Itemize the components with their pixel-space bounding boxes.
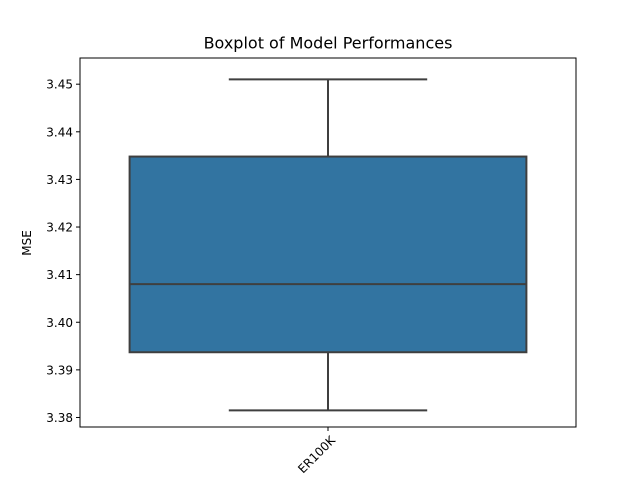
x-axis: ER100K	[295, 427, 339, 476]
y-tick-label: 3.43	[46, 173, 73, 187]
y-tick-label: 3.40	[46, 316, 73, 330]
y-axis: 3.38 3.39 3.40 3.41 3.42 3.43 3.44 3.45	[46, 78, 80, 425]
y-tick-label: 3.41	[46, 268, 73, 282]
y-tick-label: 3.38	[46, 411, 73, 425]
y-axis-label: MSE	[20, 230, 34, 256]
y-tick-label: 3.39	[46, 363, 73, 377]
plot-frame	[79, 57, 577, 428]
box-er100k	[128, 78, 528, 412]
y-tick-label: 3.44	[46, 125, 73, 139]
boxes	[128, 78, 528, 412]
y-tick-label: 3.42	[46, 221, 73, 235]
x-tick-label: ER100K	[295, 432, 339, 476]
iqr-box	[128, 155, 528, 354]
chart-title: Boxplot of Model Performances	[204, 34, 453, 53]
y-tick-label: 3.45	[46, 78, 73, 92]
